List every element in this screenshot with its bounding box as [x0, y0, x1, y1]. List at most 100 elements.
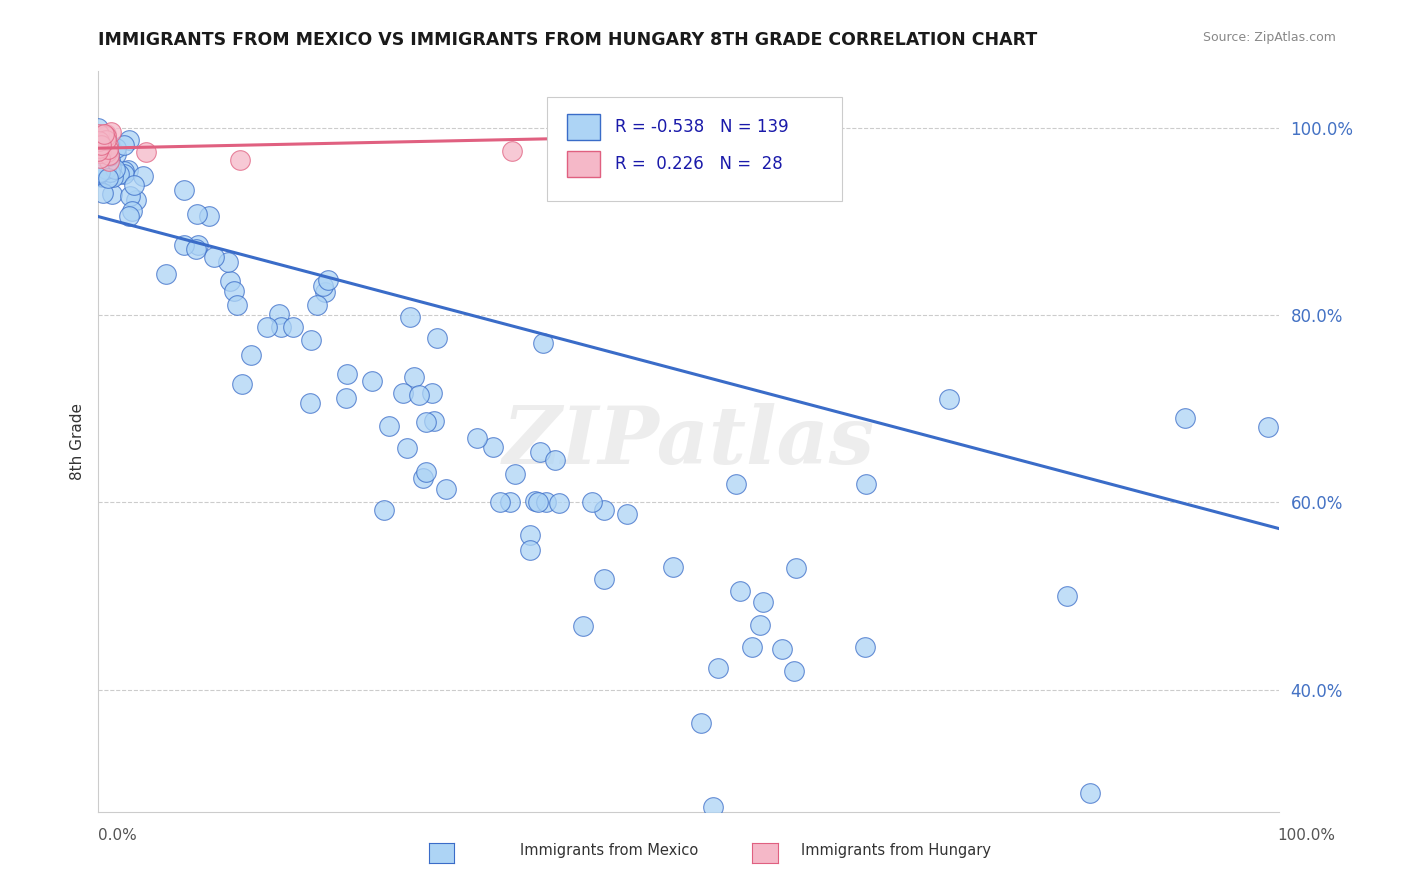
Point	[100, 161, 122, 175]
Text: 100.0%: 100.0%	[1278, 828, 1336, 843]
Point	[426, 331, 449, 345]
Point	[118, 189, 141, 203]
Point	[202, 251, 225, 265]
Point	[1080, 786, 1102, 800]
Point	[571, 619, 593, 633]
Point	[93, 127, 115, 141]
Point	[101, 186, 124, 201]
FancyBboxPatch shape	[547, 97, 842, 201]
Point	[90, 163, 112, 178]
Point	[783, 664, 806, 678]
Point	[702, 800, 724, 814]
Point	[336, 367, 359, 381]
Point	[98, 137, 121, 152]
Point	[217, 255, 239, 269]
Point	[87, 145, 110, 160]
Point	[100, 125, 122, 139]
Point	[91, 156, 114, 170]
Point	[741, 640, 763, 654]
FancyBboxPatch shape	[567, 114, 600, 140]
Text: R = -0.538   N = 139: R = -0.538 N = 139	[614, 118, 789, 136]
Point	[423, 413, 446, 427]
Point	[335, 391, 357, 405]
Point	[87, 141, 110, 155]
Point	[87, 141, 110, 155]
Point	[267, 307, 290, 321]
Point	[87, 156, 110, 170]
Text: Immigrants from Hungary: Immigrants from Hungary	[801, 843, 991, 858]
Point	[125, 193, 148, 207]
Text: IMMIGRANTS FROM MEXICO VS IMMIGRANTS FROM HUNGARY 8TH GRADE CORRELATION CHART: IMMIGRANTS FROM MEXICO VS IMMIGRANTS FRO…	[98, 31, 1038, 49]
Point	[131, 169, 153, 183]
Point	[93, 149, 115, 163]
Point	[298, 396, 321, 410]
Text: R =  0.226   N =  28: R = 0.226 N = 28	[614, 155, 782, 173]
Point	[87, 138, 110, 153]
Point	[93, 148, 115, 162]
Point	[239, 348, 262, 362]
Point	[415, 465, 437, 479]
Point	[94, 133, 117, 147]
Point	[121, 204, 143, 219]
Point	[489, 495, 512, 509]
Point	[97, 142, 120, 156]
Point	[316, 273, 339, 287]
Point	[226, 298, 249, 312]
Point	[87, 127, 110, 141]
Point	[402, 369, 425, 384]
Point	[90, 138, 112, 153]
Point	[938, 392, 960, 407]
Point	[87, 121, 110, 136]
Point	[855, 476, 877, 491]
Point	[94, 128, 117, 143]
Point	[378, 419, 401, 434]
Point	[89, 166, 111, 180]
Point	[527, 495, 550, 509]
Point	[482, 440, 505, 454]
Point	[97, 149, 120, 163]
Point	[1056, 589, 1078, 603]
Point	[197, 209, 219, 223]
Point	[96, 136, 118, 150]
Point	[96, 145, 118, 159]
Point	[312, 278, 335, 293]
Point	[89, 146, 111, 161]
Point	[87, 143, 110, 157]
Point	[725, 476, 748, 491]
Point	[544, 453, 567, 467]
Point	[434, 482, 457, 496]
Point	[770, 642, 793, 657]
Point	[94, 161, 117, 176]
Point	[98, 153, 121, 167]
Point	[104, 162, 127, 177]
Point	[752, 595, 775, 609]
Point	[853, 640, 876, 654]
Point	[87, 134, 110, 148]
Point	[534, 494, 557, 508]
Point	[270, 320, 292, 334]
Point	[89, 165, 111, 179]
Point	[94, 167, 117, 181]
Point	[519, 528, 541, 542]
Point	[229, 153, 252, 168]
Point	[412, 470, 434, 484]
Point	[97, 137, 120, 152]
Point	[90, 146, 112, 161]
Point	[593, 572, 616, 586]
Point	[155, 267, 177, 281]
Point	[94, 128, 117, 143]
Point	[662, 560, 685, 574]
Point	[87, 137, 110, 152]
Point	[399, 310, 422, 325]
Point	[93, 169, 115, 183]
Point	[593, 503, 616, 517]
Point	[548, 496, 571, 510]
Point	[728, 583, 751, 598]
Point	[94, 128, 117, 142]
Point	[118, 209, 141, 223]
Point	[360, 374, 382, 388]
Point	[689, 715, 711, 730]
Point	[222, 284, 245, 298]
Point	[231, 376, 253, 391]
Point	[91, 186, 114, 200]
